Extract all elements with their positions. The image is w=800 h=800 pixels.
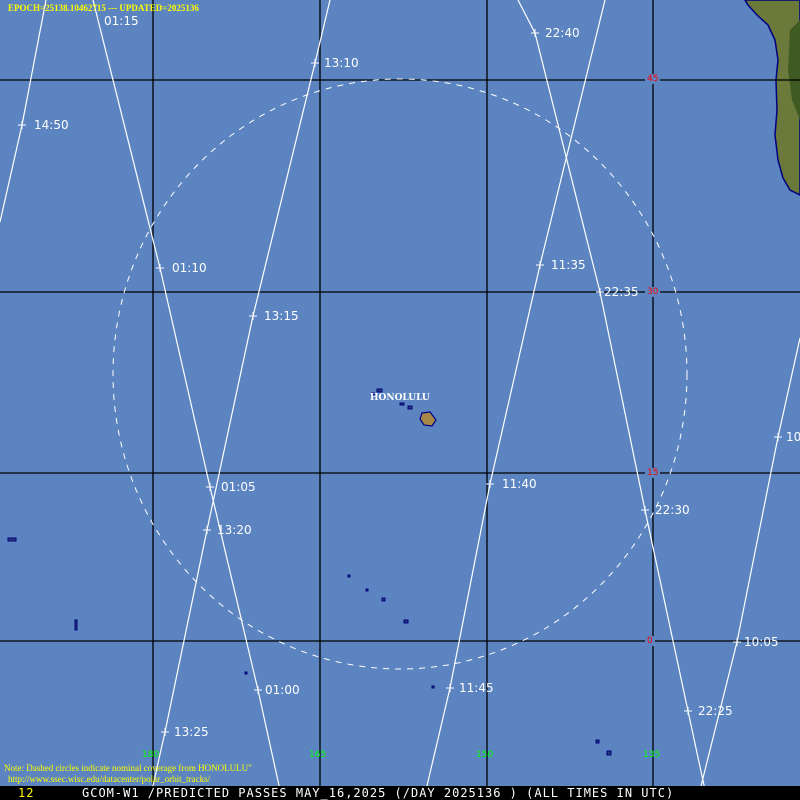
track-1450 bbox=[0, 0, 47, 223]
footer-title: GCOM-W1 /PREDICTED PASSES MAY_16,2025 (/… bbox=[82, 786, 675, 800]
track-22 bbox=[517, 0, 706, 791]
time-label: 13:20 bbox=[217, 523, 252, 537]
island-big-island bbox=[419, 411, 437, 427]
track-01 bbox=[92, 0, 281, 791]
time-label: 14:50 bbox=[34, 118, 69, 132]
time-label: 11:45 bbox=[459, 681, 494, 695]
time-label: 10:05 bbox=[744, 635, 779, 649]
time-ticks bbox=[18, 29, 782, 736]
footer-bar: 12 GCOM-W1 /PREDICTED PASSES MAY_16,2025… bbox=[0, 786, 800, 800]
longitude-label: 135 bbox=[643, 750, 661, 760]
time-label: 13:15 bbox=[264, 309, 299, 323]
time-label: 01:00 bbox=[265, 683, 300, 697]
land-highland bbox=[788, 20, 800, 120]
time-label: 01:05 bbox=[221, 480, 256, 494]
epoch-text: EPOCH=25138.10462715 --- UPDATED=2025136 bbox=[8, 3, 199, 13]
longitude-label: 165 bbox=[309, 750, 327, 760]
time-label: 22:40 bbox=[545, 26, 580, 40]
coverage-circle bbox=[112, 78, 688, 670]
source-url[interactable]: http://www.ssec.wisc.edu/datacenter/pola… bbox=[8, 774, 211, 784]
latitude-label: 0 bbox=[645, 636, 655, 646]
time-label: 11:35 bbox=[551, 258, 586, 272]
time-label: 11:40 bbox=[502, 477, 537, 491]
time-label: 01:15 bbox=[104, 14, 139, 28]
track-13 bbox=[151, 0, 331, 791]
station-label: HONOLULU bbox=[370, 393, 430, 403]
time-label: 10 bbox=[786, 430, 800, 444]
time-label: 13:10 bbox=[324, 56, 359, 70]
footer-number: 12 bbox=[18, 786, 35, 800]
latitude-label: 30 bbox=[645, 287, 661, 297]
latitude-label: 15 bbox=[645, 468, 661, 478]
time-label: 01:10 bbox=[172, 261, 207, 275]
track-10 bbox=[699, 337, 800, 791]
longitude-label: 180 bbox=[142, 750, 160, 760]
latitude-label: 45 bbox=[645, 74, 661, 84]
longitude-label: 150 bbox=[476, 750, 494, 760]
time-label: 22:30 bbox=[655, 503, 690, 517]
time-label: 22:25 bbox=[698, 704, 733, 718]
time-label: 22:35 bbox=[604, 285, 639, 299]
track-11 bbox=[425, 0, 606, 791]
small-islands bbox=[7, 388, 612, 756]
land-west-coast bbox=[744, 0, 800, 196]
time-label: 13:25 bbox=[174, 725, 209, 739]
coverage-note: Note: Dashed circles indicate nominal co… bbox=[4, 763, 252, 773]
